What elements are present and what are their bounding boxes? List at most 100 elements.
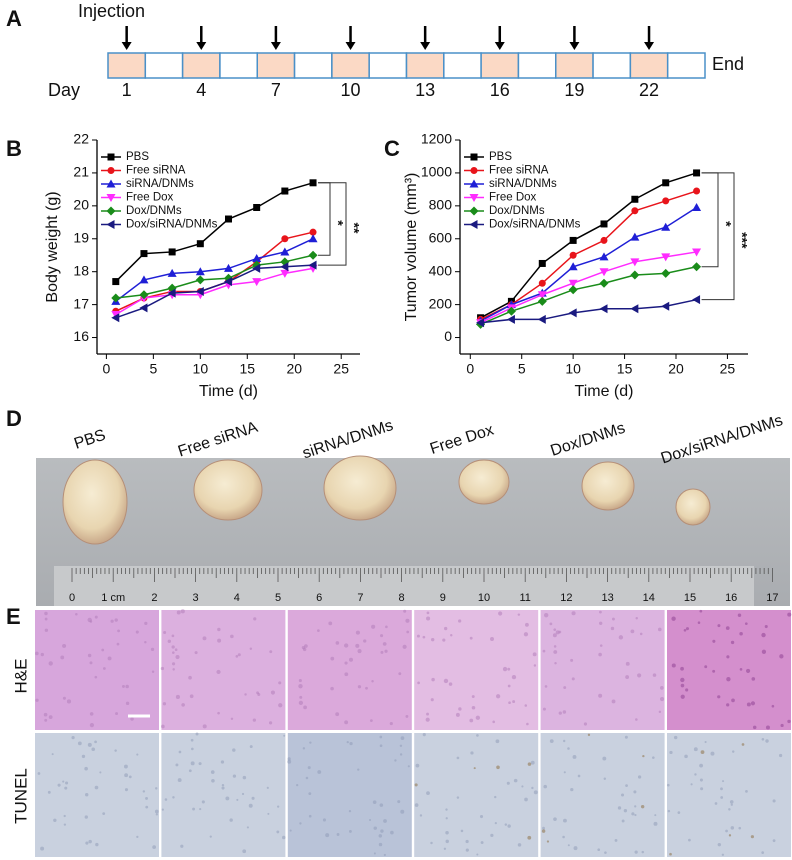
timeline-cell	[331, 52, 370, 79]
tissue-texture	[403, 609, 407, 613]
marker	[195, 286, 204, 296]
tissue-texture	[549, 622, 553, 626]
tissue-texture	[309, 741, 312, 744]
panel-label: B	[6, 136, 22, 161]
legend-label: Dox/siRNA/DNMs	[489, 219, 581, 231]
tissue-texture	[190, 738, 194, 742]
tissue-texture	[94, 675, 98, 679]
tissue-texture	[365, 686, 368, 690]
tissue-texture	[425, 717, 430, 722]
tissue-texture	[567, 844, 570, 847]
marker	[139, 290, 149, 300]
tissue-texture	[426, 791, 430, 796]
row-label: H&E	[11, 659, 30, 694]
ruler-label: 14	[643, 592, 655, 604]
tissue-texture	[355, 643, 360, 648]
tissue-texture	[180, 844, 184, 848]
tissue-texture	[637, 673, 642, 678]
tissue-texture	[508, 701, 511, 705]
tissue-texture	[717, 624, 721, 628]
tissue-texture	[677, 811, 681, 814]
tissue-texture	[175, 655, 180, 660]
marker	[661, 301, 670, 311]
legend-marker	[106, 206, 116, 216]
tissue-texture	[634, 850, 638, 854]
y-axis-label: Tumor volume (mm³)	[403, 173, 420, 322]
marker	[111, 310, 121, 319]
day-number: 10	[341, 80, 361, 100]
tissue-texture	[322, 818, 326, 822]
tissue-texture	[124, 773, 129, 778]
x-tick-label: 25	[333, 361, 349, 377]
tissue-texture	[552, 633, 557, 638]
ruler-label: 0	[69, 592, 75, 604]
tissue-texture	[357, 649, 362, 654]
marker	[569, 251, 577, 259]
tissue-texture	[712, 639, 716, 643]
tissue-texture	[542, 649, 546, 653]
arrow-head	[644, 42, 655, 50]
ruler-label: 3	[193, 592, 199, 604]
marker	[537, 314, 546, 324]
tissue-texture	[476, 734, 479, 737]
tissue-texture	[188, 675, 192, 680]
tissue-texture	[60, 655, 65, 660]
tissue-texture	[242, 775, 247, 780]
marker	[538, 279, 546, 287]
tissue-texture	[248, 803, 253, 808]
y-tick-label: 200	[429, 295, 453, 311]
tissue-texture	[623, 808, 628, 813]
tissue-texture	[456, 756, 460, 760]
timeline-cell	[480, 52, 520, 79]
tissue-texture	[62, 696, 66, 700]
tissue-texture	[371, 679, 374, 683]
tissue-texture	[43, 712, 48, 717]
ruler-label: 11	[519, 592, 530, 604]
tissue-texture	[155, 813, 158, 816]
group-label: siRNA/DNMs	[300, 417, 395, 462]
ruler-label: 17	[766, 592, 778, 604]
tissue-texture	[202, 636, 207, 641]
tissue-texture	[730, 826, 735, 830]
marker	[631, 195, 639, 203]
tissue-texture	[95, 842, 99, 847]
tissue-texture	[728, 808, 731, 811]
tissue-texture	[164, 798, 168, 801]
timeline-cell	[219, 52, 258, 79]
tissue-texture	[750, 701, 756, 706]
tissue-texture	[431, 677, 435, 682]
tissue-texture	[235, 655, 239, 658]
tumor-photo	[458, 459, 510, 505]
tissue-texture	[85, 793, 89, 797]
tissue-texture	[599, 610, 602, 614]
tissue-texture	[115, 712, 118, 716]
ruler-label: 4	[234, 592, 240, 604]
tissue-texture	[378, 842, 383, 847]
tissue-texture	[513, 778, 518, 783]
tissue-texture	[611, 699, 616, 704]
tissue-texture	[697, 621, 701, 624]
tissue-texture	[480, 841, 484, 844]
tissue-texture	[494, 795, 497, 799]
y-axis-label: Body weight (g)	[44, 191, 61, 302]
tissue-texture	[379, 803, 384, 807]
tissue-texture	[761, 649, 767, 654]
timeline-cell	[405, 52, 445, 79]
tissue-texture	[542, 707, 546, 711]
ruler-label: 10	[478, 592, 490, 604]
tissue-texture	[209, 835, 212, 838]
tissue-texture	[217, 711, 220, 715]
tissue-texture	[443, 678, 449, 684]
marker	[693, 169, 701, 177]
tissue-texture	[71, 735, 75, 740]
tissue-texture	[745, 790, 748, 793]
tissue-texture	[298, 700, 304, 706]
tissue-texture	[533, 790, 538, 795]
panel-label: C	[384, 136, 400, 161]
tissue-texture	[369, 719, 373, 723]
tissue-texture	[122, 684, 125, 688]
tissue-texture	[714, 802, 718, 805]
tissue-texture	[690, 783, 693, 786]
significance-label: *	[718, 221, 734, 227]
tissue-texture	[445, 830, 449, 835]
